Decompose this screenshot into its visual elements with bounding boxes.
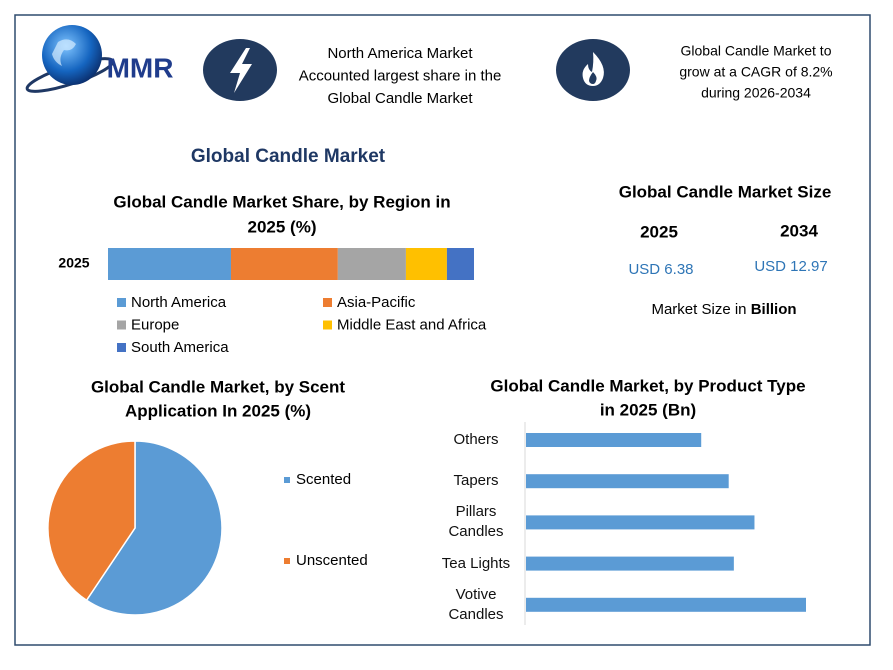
- pie-slice: [85, 440, 223, 616]
- size-year: 2025: [640, 222, 678, 241]
- y-tick-label: Votive Candles: [448, 585, 504, 623]
- chart-title: Global Candle Market, by Product Type: [490, 376, 805, 395]
- bar-segment: [337, 248, 406, 280]
- chart-title: Application In 2025 (%): [125, 401, 311, 420]
- highlight-text: Global Candle Market to: [681, 43, 832, 59]
- legend-label: South America: [131, 339, 229, 356]
- bar-segment: [230, 248, 338, 280]
- bar: [526, 515, 755, 530]
- legend-swatch: [284, 558, 290, 564]
- legend-label: Asia-Pacific: [337, 294, 416, 311]
- legend-swatch: [284, 477, 290, 483]
- size-note: Market Size in Billion: [651, 301, 796, 318]
- legend-label: Unscented: [296, 552, 368, 569]
- chart-title: in 2025 (Bn): [600, 400, 696, 419]
- legend-swatch: [117, 320, 126, 330]
- highlight-text: Accounted largest share in the: [299, 67, 502, 84]
- y-tick-label: Tapers: [453, 472, 499, 490]
- pie-slice: [47, 440, 136, 602]
- size-value: USD 6.38: [628, 261, 693, 278]
- legend-label: Scented: [296, 471, 351, 488]
- bar-segment: [446, 248, 474, 280]
- legend-label: Middle East and Africa: [337, 316, 487, 333]
- bar: [526, 597, 806, 612]
- y-tick-label: 2025: [58, 255, 89, 271]
- size-title: Global Candle Market Size: [619, 182, 832, 201]
- chart-title: 2025 (%): [248, 217, 317, 236]
- bar: [526, 433, 702, 447]
- y-tick-label: Others: [453, 431, 499, 448]
- icon-lightning: [203, 39, 277, 101]
- legend-swatch: [323, 320, 332, 330]
- logo-text: MMR: [107, 52, 174, 83]
- legend-swatch: [117, 343, 126, 352]
- chart-title: Global Candle Market Share, by Region in: [113, 192, 450, 211]
- bar-segment: [108, 248, 231, 280]
- size-year: 2034: [780, 221, 818, 240]
- main-title: Global Candle Market: [191, 146, 386, 167]
- logo: [25, 25, 115, 93]
- highlight-text: grow at a CAGR of 8.2%: [679, 64, 832, 80]
- highlight-text: during 2026-2034: [701, 85, 811, 101]
- icon-flame: [556, 39, 630, 101]
- legend-swatch: [323, 298, 332, 307]
- size-value: USD 12.97: [754, 258, 827, 275]
- size-note-unit: Billion: [751, 301, 797, 318]
- bar: [526, 474, 729, 489]
- bar: [526, 556, 734, 571]
- legend-swatch: [117, 298, 126, 307]
- y-tick-label: Pillars Candles: [448, 503, 504, 541]
- highlight-text: North America Market: [327, 45, 473, 62]
- y-tick-label: Tea Lights: [441, 554, 511, 572]
- size-note-text: Market Size in: [651, 301, 746, 318]
- legend-label: Europe: [131, 316, 179, 333]
- bar-segment: [405, 248, 447, 280]
- legend-label: North America: [131, 294, 227, 311]
- highlight-text: Global Candle Market: [327, 90, 473, 107]
- frame: [14, 14, 871, 646]
- chart-title: Global Candle Market, by Scent: [91, 377, 345, 396]
